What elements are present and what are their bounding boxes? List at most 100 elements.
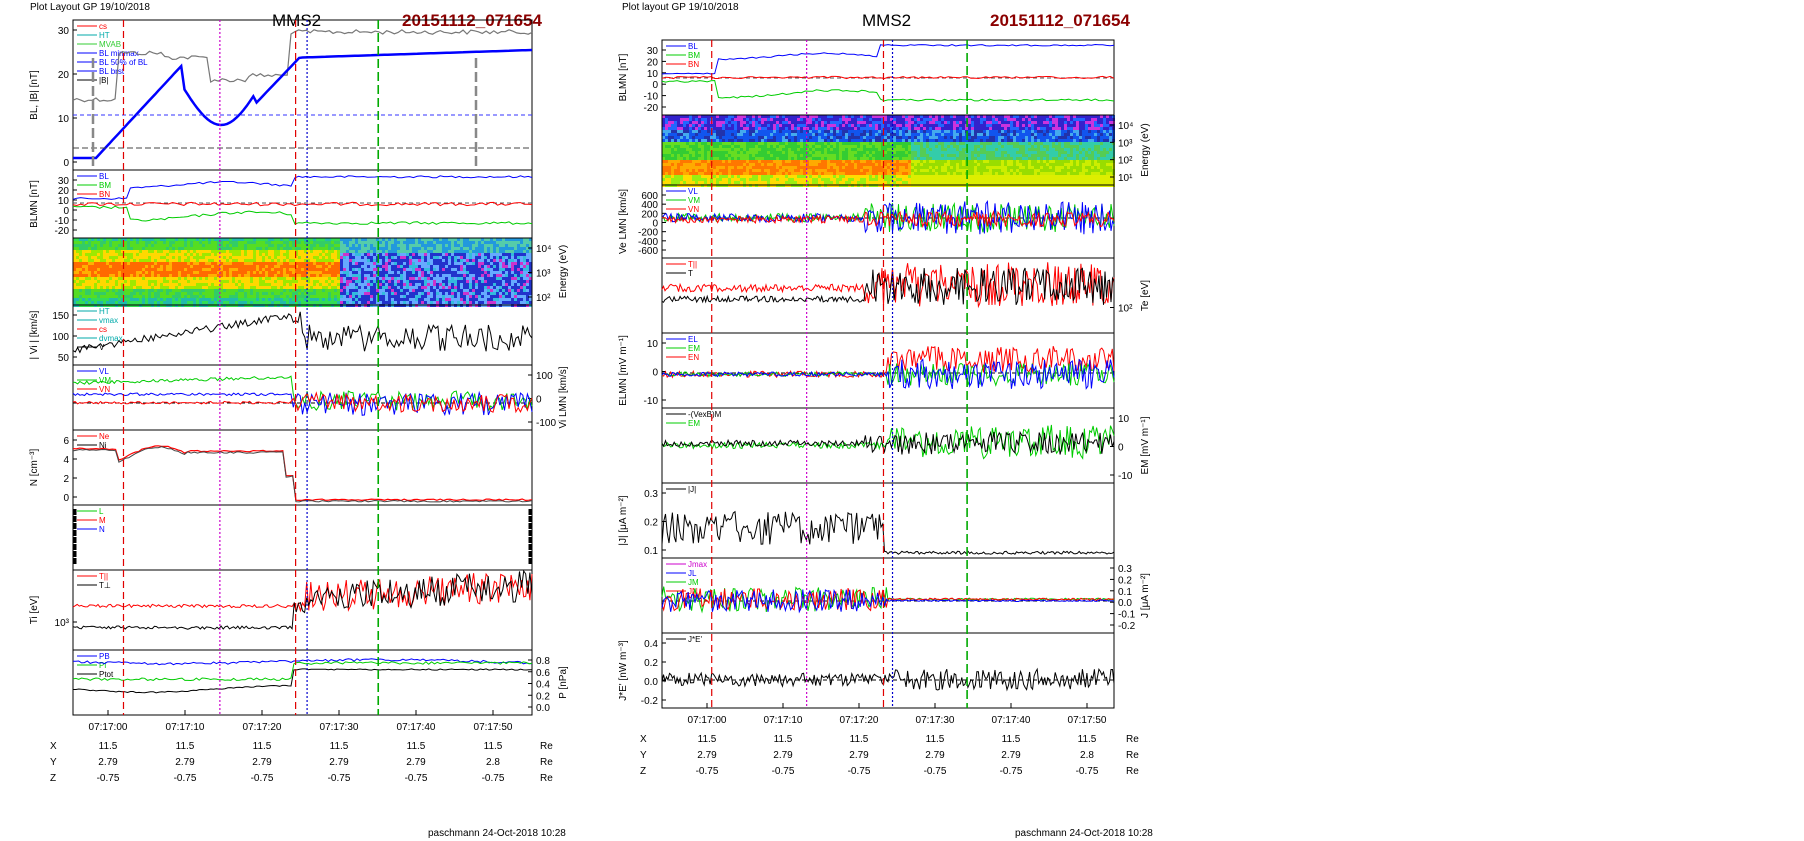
left-spectrogram-cell (109, 292, 112, 295)
left-panel-1-legend-label: BL (99, 172, 109, 181)
left-spectrogram-cell (214, 286, 217, 289)
left-spectrogram-cell (94, 253, 97, 256)
left-spectrogram-cell (481, 244, 484, 247)
left-spectrogram-cell (154, 241, 157, 244)
left-spectrogram-cell (262, 256, 265, 259)
left-spectrogram-cell (334, 241, 337, 244)
right-spectrogram-cell (776, 130, 779, 133)
left-spectrogram-cell (274, 271, 277, 274)
left-spectrogram-cell (529, 292, 532, 295)
left-spectrogram-cell (148, 259, 151, 262)
left-spectrogram-cell (364, 241, 367, 244)
left-spectrogram-tick-label: 10² (536, 293, 551, 304)
right-spectrogram-cell (695, 166, 698, 169)
left-spectrogram-cell (79, 244, 82, 247)
left-spectrogram-cell (253, 241, 256, 244)
left-spectrogram-cell (136, 298, 139, 301)
left-spectrogram-cell (115, 262, 118, 265)
left-spectrogram-cell (394, 259, 397, 262)
left-spectrogram-cell (466, 292, 469, 295)
left-spectrogram-cell (169, 265, 172, 268)
right-spectrogram-cell (758, 145, 761, 148)
right-spectrogram-cell (806, 178, 809, 181)
left-spectrogram-cell (232, 247, 235, 250)
left-spectrogram-cell (508, 259, 511, 262)
left-panel-8-legend-label: Pi (99, 661, 106, 670)
left-spectrogram-cell (376, 277, 379, 280)
left-spectrogram-cell (124, 259, 127, 262)
left-spectrogram-cell (520, 277, 523, 280)
left-spectrogram-cell (139, 289, 142, 292)
left-spectrogram-cell (310, 256, 313, 259)
right-spectrogram-cell (668, 154, 671, 157)
left-spectrogram-cell (91, 295, 94, 298)
left-spectrogram-cell (274, 283, 277, 286)
left-spectrogram-cell (175, 253, 178, 256)
left-spectrogram-cell (265, 253, 268, 256)
left-spectrogram-cell (469, 271, 472, 274)
left-spectrogram-cell (301, 244, 304, 247)
right-spectrogram-cell (707, 169, 710, 172)
right-panel-0-tick-label: -10 (644, 92, 659, 103)
left-spectrogram-cell (190, 268, 193, 271)
left-spectrogram-cell (385, 280, 388, 283)
left-spectrogram-cell (163, 238, 166, 241)
right-spectrogram-cell (752, 115, 755, 118)
left-spectrogram-cell (331, 301, 334, 304)
left-spectrogram-cell (364, 298, 367, 301)
right-spectrogram-cell (779, 175, 782, 178)
left-spectrogram-cell (154, 238, 157, 241)
right-spectrogram-cell (776, 148, 779, 151)
left-spectrogram-cell (490, 289, 493, 292)
left-spectrogram-cell (190, 292, 193, 295)
left-spectrogram-cell (427, 286, 430, 289)
left-spectrogram-cell (193, 253, 196, 256)
left-spectrogram-cell (463, 280, 466, 283)
left-spectrogram-cell (511, 244, 514, 247)
left-spectrogram-cell (130, 250, 133, 253)
left-spectrogram-cell (523, 244, 526, 247)
right-spectrogram-cell (779, 142, 782, 145)
right-spectrogram-cell (689, 178, 692, 181)
left-spectrogram-cell (355, 289, 358, 292)
left-spectrogram-cell (334, 286, 337, 289)
left-spectrogram-cell (466, 244, 469, 247)
left-spectrogram-cell (181, 280, 184, 283)
right-spectrogram-cell (737, 175, 740, 178)
right-spectrogram-cell (680, 154, 683, 157)
left-spectrogram-cell (145, 271, 148, 274)
left-spectrogram-cell (427, 259, 430, 262)
left-spectrogram-cell (505, 253, 508, 256)
left-spectrogram-cell (130, 280, 133, 283)
left-spectrogram-cell (130, 274, 133, 277)
left-spectrogram-cell (418, 259, 421, 262)
left-spectrogram-cell (328, 289, 331, 292)
left-spectrogram-cell (322, 274, 325, 277)
left-spectrogram-cell (517, 262, 520, 265)
left-spectrogram-cell (454, 289, 457, 292)
left-spectrogram-cell (253, 283, 256, 286)
right-spectrogram-cell (722, 142, 725, 145)
left-spectrogram-cell (445, 277, 448, 280)
right-spectrogram-cell (767, 151, 770, 154)
left-spectrogram-cell (184, 259, 187, 262)
left-spectrogram-cell (337, 289, 340, 292)
left-spectrogram-cell (442, 238, 445, 241)
left-spectrogram-cell (271, 247, 274, 250)
left-spectrogram-cell (424, 274, 427, 277)
left-spectrogram-cell (328, 250, 331, 253)
right-spectrogram-cell (692, 124, 695, 127)
left-spectrogram-cell (487, 274, 490, 277)
right-spectrogram-cell (806, 139, 809, 142)
left-spectrogram-cell (436, 289, 439, 292)
left-spectrogram-cell (433, 295, 436, 298)
left-spectrogram-cell (520, 295, 523, 298)
left-spectrogram-cell (379, 274, 382, 277)
left-spectrogram-cell (97, 250, 100, 253)
left-spectrogram-cell (268, 256, 271, 259)
left-spectrogram-cell (439, 259, 442, 262)
left-spectrogram-cell (151, 277, 154, 280)
left-spectrogram-cell (166, 247, 169, 250)
left-spectrogram-cell (502, 283, 505, 286)
left-spectrogram-cell (259, 301, 262, 304)
